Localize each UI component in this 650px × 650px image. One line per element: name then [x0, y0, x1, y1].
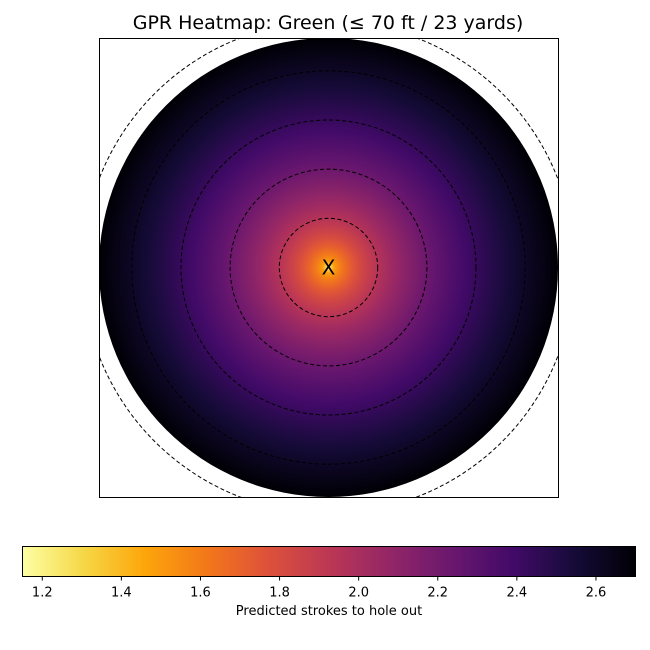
colorbar: 1.2 1.4 1.6 1.8 2.0 2.2 2.4 2.6 Predicted strok…	[22, 546, 636, 619]
heatmap-disk	[99, 38, 558, 497]
colorbar-tick-label: 1.2	[32, 586, 53, 601]
colorbar-tick-label: 2.4	[507, 586, 528, 601]
colorbar-tick-label: 1.6	[190, 586, 211, 601]
colorbar-ticks: 1.2 1.4 1.6 1.8 2.0 2.2 2.4 2.6	[32, 576, 607, 601]
contour-group	[99, 38, 558, 497]
colorbar-strip	[22, 546, 636, 577]
hole-marker: X	[322, 256, 336, 280]
contour-ring-3	[180, 119, 477, 416]
colorbar-tick-label: 2.2	[427, 586, 448, 601]
colorbar-label: Predicted strokes to hole out	[236, 604, 422, 619]
plot-frame	[99, 38, 559, 498]
colorbar-tick-label: 1.8	[269, 586, 290, 601]
colorbar-tick-label: 2.6	[586, 586, 607, 601]
colorbar-tick-label: 2.0	[348, 586, 369, 601]
chart-title: GPR Heatmap: Green (≤ 70 ft / 23 yards)	[133, 12, 524, 34]
plot-area: X	[99, 38, 559, 498]
colorbar-tick-label: 1.4	[111, 586, 132, 601]
contour-ring-2	[229, 168, 428, 367]
contour-ring-4	[131, 70, 526, 465]
contour-ring-1	[278, 217, 379, 318]
